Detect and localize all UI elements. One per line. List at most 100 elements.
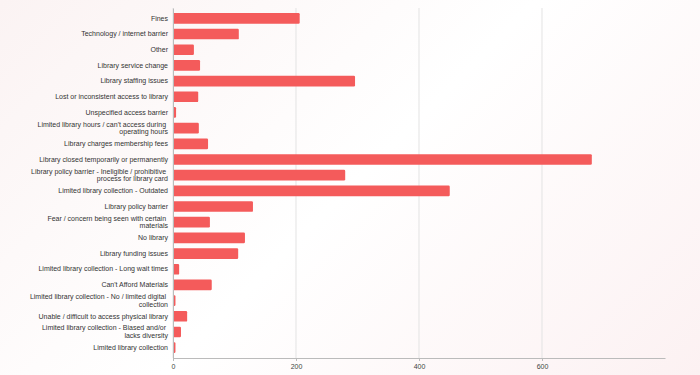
grid-line — [296, 8, 297, 358]
y-tick-label-line: process for library card — [97, 175, 168, 183]
y-tick: Library staffing issues — [100, 77, 173, 85]
y-tick-label: Limited library collection - Biased and/… — [42, 324, 169, 340]
y-tick-label-line: Library closed temporarily or permanentl… — [39, 156, 168, 164]
y-tick-label: Other — [150, 46, 168, 53]
grid-line — [542, 8, 543, 358]
y-tick: Unable / difficult to access physical li… — [39, 313, 173, 321]
y-tick-label: Limited library collection — [93, 344, 168, 352]
x-tick-mark — [542, 358, 543, 361]
y-tick: Fines — [151, 15, 173, 22]
x-tick: 600 — [537, 358, 549, 370]
y-tick: Fear / concern being seen with certain m… — [47, 215, 173, 230]
y-tick-label: Fines — [151, 15, 169, 22]
bar — [173, 154, 592, 165]
y-tick-label: Fear / concern being seen with certain m… — [47, 215, 168, 230]
y-tick-label-line: lacks diversity — [124, 332, 168, 340]
bar — [173, 327, 181, 338]
y-tick: Other — [150, 46, 173, 53]
y-tick: Limited library collection - Outdated — [58, 187, 173, 195]
y-tick: Library service change — [98, 62, 173, 70]
x-tick: 200 — [291, 358, 303, 370]
bar — [173, 186, 450, 197]
y-tick-label-line: Limited library collection - Long wait t… — [38, 265, 168, 273]
bar — [173, 217, 210, 228]
x-tick-mark — [296, 358, 297, 361]
y-axis-line — [173, 9, 174, 359]
y-tick-label-line: Unspecified access barrier — [86, 109, 169, 117]
y-tick-label: Library policy barrier — [105, 203, 169, 211]
y-axis: Fines Technology / internet barrier Other L… — [30, 9, 174, 359]
y-tick: Limited library collection - Biased and/… — [42, 324, 173, 340]
y-tick-label: Library staffing issues — [100, 77, 168, 85]
y-tick-label: Can't Afford Materials — [101, 281, 168, 288]
y-tick: Lost or inconsistent access to library — [55, 93, 173, 101]
bar — [173, 91, 198, 102]
y-tick-label: Unable / difficult to access physical li… — [39, 313, 169, 321]
y-tick-label-line: Library funding issues — [100, 250, 169, 258]
bar — [173, 311, 187, 322]
y-tick: Technology / internet barrier — [81, 30, 173, 38]
y-tick-label: Library closed temporarily or permanentl… — [39, 156, 168, 164]
y-tick-label: Library service change — [98, 62, 169, 70]
bar — [173, 123, 199, 134]
y-tick: Limited library collection - Long wait t… — [38, 265, 173, 273]
y-tick-label-line: operating hours — [119, 128, 168, 136]
y-tick-label: Unspecified access barrier — [86, 109, 169, 117]
x-tick-label: 0 — [172, 363, 176, 370]
y-tick-label: Library charges membership fees — [64, 140, 168, 148]
y-tick-label-line: Technology / internet barrier — [81, 30, 168, 38]
y-tick: Limited library collection — [93, 344, 173, 352]
x-tick: 400 — [414, 358, 426, 370]
y-tick-label: Lost or inconsistent access to library — [55, 93, 168, 101]
y-tick: Library policy barrier - Ineligible / pr… — [31, 168, 173, 184]
y-tick-label-line: Lost or inconsistent access to library — [55, 93, 168, 101]
y-tick-label-line: collection — [139, 301, 168, 308]
bar — [173, 13, 300, 24]
y-tick: Limited library collection - No / limite… — [30, 293, 173, 308]
y-tick-label: Technology / internet barrier — [81, 30, 168, 38]
y-tick: Library policy barrier — [105, 203, 173, 211]
y-tick-label-line: No library — [138, 234, 168, 242]
y-tick-label: Limited library collection - Long wait t… — [38, 265, 168, 273]
bar — [173, 248, 238, 259]
y-tick-label: Library policy barrier - Ineligible / pr… — [31, 168, 168, 184]
grid-line — [173, 8, 174, 358]
bar — [173, 280, 212, 291]
y-tick-label: Limited library collection - Outdated — [58, 187, 168, 195]
x-tick: 0 — [172, 358, 176, 370]
bar — [173, 76, 355, 87]
bar — [173, 233, 245, 244]
y-tick-label-line: Library service change — [98, 62, 169, 70]
y-tick-label: Limited library hours / can't access dur… — [37, 121, 168, 137]
bar — [173, 138, 208, 149]
x-tick-mark — [419, 358, 420, 361]
x-tick-label: 200 — [291, 363, 303, 370]
grid-line — [419, 8, 420, 358]
x-axis: 0 200 400 600 — [172, 358, 666, 370]
grid — [173, 8, 542, 358]
y-tick-label-line: Library staffing issues — [100, 77, 168, 85]
y-tick: Library funding issues — [100, 250, 173, 258]
y-tick-label: Limited library collection - No / limite… — [30, 293, 168, 308]
y-tick: Library charges membership fees — [64, 140, 173, 148]
y-tick-label-line: Library charges membership fees — [64, 140, 168, 148]
y-tick-label: Library funding issues — [100, 250, 169, 258]
y-tick: Can't Afford Materials — [101, 281, 173, 288]
chart: 0 200 400 600 Fines Technology / internet bar… — [0, 0, 700, 375]
bar — [173, 201, 253, 212]
y-tick-label-line: Can't Afford Materials — [101, 281, 168, 288]
y-tick-label-line: Unable / difficult to access physical li… — [39, 313, 169, 321]
y-tick: Unspecified access barrier — [86, 109, 173, 117]
y-tick-label-line: Limited library collection - Outdated — [58, 187, 168, 195]
y-tick-label-line: Library policy barrier — [105, 203, 169, 211]
x-tick-label: 400 — [414, 363, 426, 370]
y-tick: Limited library hours / can't access dur… — [37, 121, 173, 137]
bar — [173, 29, 239, 40]
bar — [173, 60, 200, 71]
bar — [173, 44, 194, 55]
y-tick-label: No library — [138, 234, 168, 242]
bars — [173, 13, 592, 353]
y-tick-label-line: Limited library collection — [93, 344, 168, 352]
y-tick-label-line: materials — [140, 222, 169, 229]
y-tick-label-line: Other — [150, 46, 168, 53]
